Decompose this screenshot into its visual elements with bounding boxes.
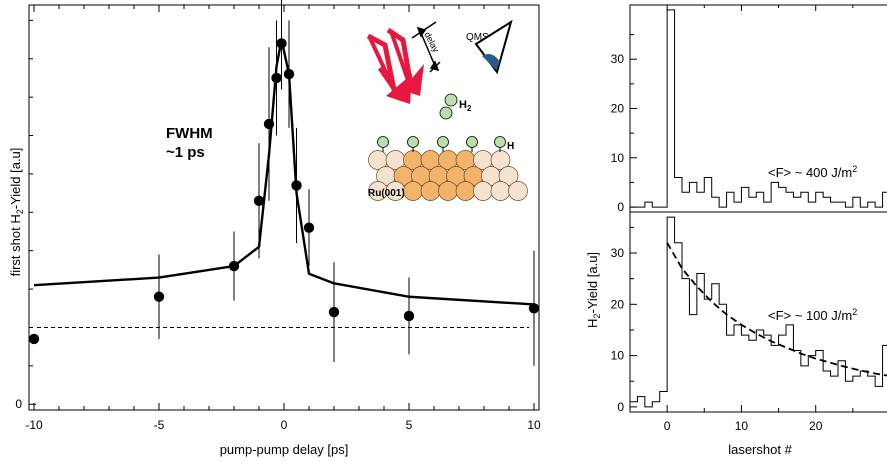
data-point: [303, 222, 315, 233]
surface-atom: [420, 181, 441, 201]
data-point: [271, 72, 282, 84]
left-chart: -10 -5 0 5 10 0 pump-pump delay [ps] first sh…: [8, 0, 541, 457]
data-point: [28, 333, 40, 345]
decay-fit-dashed-line: [666, 242, 887, 377]
data-point: [276, 38, 287, 49]
beam-arrowhead-icon: [386, 74, 412, 104]
fwhm-annotation-line-1: FWHM: [166, 125, 213, 142]
y-tick-label: 30: [611, 52, 625, 66]
right-axes: 0 10 20 30 0 10 20 30 0 10 20: [611, 5, 887, 433]
ru-surface-icon: [368, 136, 528, 201]
left-data-marks: [28, 0, 540, 366]
surface-atom: [508, 181, 528, 201]
right-data-marks: [630, 9, 887, 408]
beam-arrowhead-2-icon: [402, 64, 424, 96]
x-tick-label: 0: [281, 418, 288, 432]
y-tick-label: 20: [611, 102, 625, 116]
surface-label: Ru(001): [368, 188, 405, 199]
adsorbed-h-atom: [377, 136, 389, 148]
fwhm-annotation-line-2: ~1 ps: [166, 144, 205, 161]
data-point: [228, 260, 240, 272]
panel-bottom-fluence-label: <F> ~ 100 J/m2: [768, 307, 857, 323]
left-x-axis-label: pump-pump delay [ps]: [220, 442, 349, 457]
x-tick-label: 5: [406, 418, 413, 432]
y-tick-label: 0: [15, 397, 22, 411]
surface-atom: [490, 181, 511, 201]
data-point: [403, 310, 415, 322]
surface-atom: [438, 181, 458, 201]
right-y-axis-label: H2-Yield [a.u]: [585, 252, 602, 328]
data-point: [263, 118, 275, 130]
qms-label: QMS: [466, 32, 489, 43]
left-axes: -10 -5 0 5 10 0: [15, 5, 541, 432]
data-point: [528, 303, 540, 314]
y-tick-label: 0: [617, 400, 624, 414]
x-tick-label: 10: [735, 419, 749, 433]
surface-atom: [473, 181, 493, 201]
qms-detector-icon: [474, 19, 513, 75]
surface-atom: [403, 181, 423, 201]
x-tick-label: -10: [25, 418, 43, 432]
y-tick-label: 10: [611, 151, 625, 165]
experiment-schematic: delay QMS H2 H Ru(001): [366, 19, 528, 201]
x-tick-label: 10: [527, 418, 541, 432]
left-y-axis-label: first shot H2-Yield [a.u]: [8, 148, 25, 277]
data-point: [291, 180, 302, 191]
data-point: [283, 68, 295, 80]
x-tick-label: 0: [664, 419, 671, 433]
panel-top-fluence-label: <F> ~ 400 J/m2: [768, 164, 857, 180]
right-chart: 0 10 20 30 0 10 20 30 0 10 20 lasershot # H2-Yield…: [585, 4, 887, 457]
h-atom-label: H: [507, 141, 514, 152]
adsorbed-h-atom: [466, 136, 478, 148]
right-x-axis-label: lasershot #: [728, 442, 792, 457]
adsorbed-h-atom: [494, 136, 506, 148]
surface-atom: [455, 181, 476, 201]
x-tick-label: -5: [154, 418, 165, 432]
delay-arrow-icon: [411, 21, 441, 73]
right-plot-frame: [629, 4, 887, 413]
data-point: [328, 306, 340, 318]
histogram-step-line: [630, 9, 887, 208]
adsorbed-h-atom: [407, 136, 419, 148]
x-tick-label: 20: [809, 419, 823, 433]
data-point: [253, 195, 265, 206]
y-tick-label: 0: [617, 200, 624, 214]
h2-label: H2: [459, 99, 472, 113]
h2-molecule-icon: [439, 93, 458, 120]
histogram-step-line: [630, 216, 887, 408]
y-tick-label: 30: [611, 246, 625, 260]
adsorbed-h-atom: [437, 136, 449, 148]
data-point: [153, 291, 165, 302]
y-tick-label: 10: [611, 349, 625, 363]
left-plot-frame: [28, 4, 540, 411]
y-tick-label: 20: [611, 297, 625, 311]
